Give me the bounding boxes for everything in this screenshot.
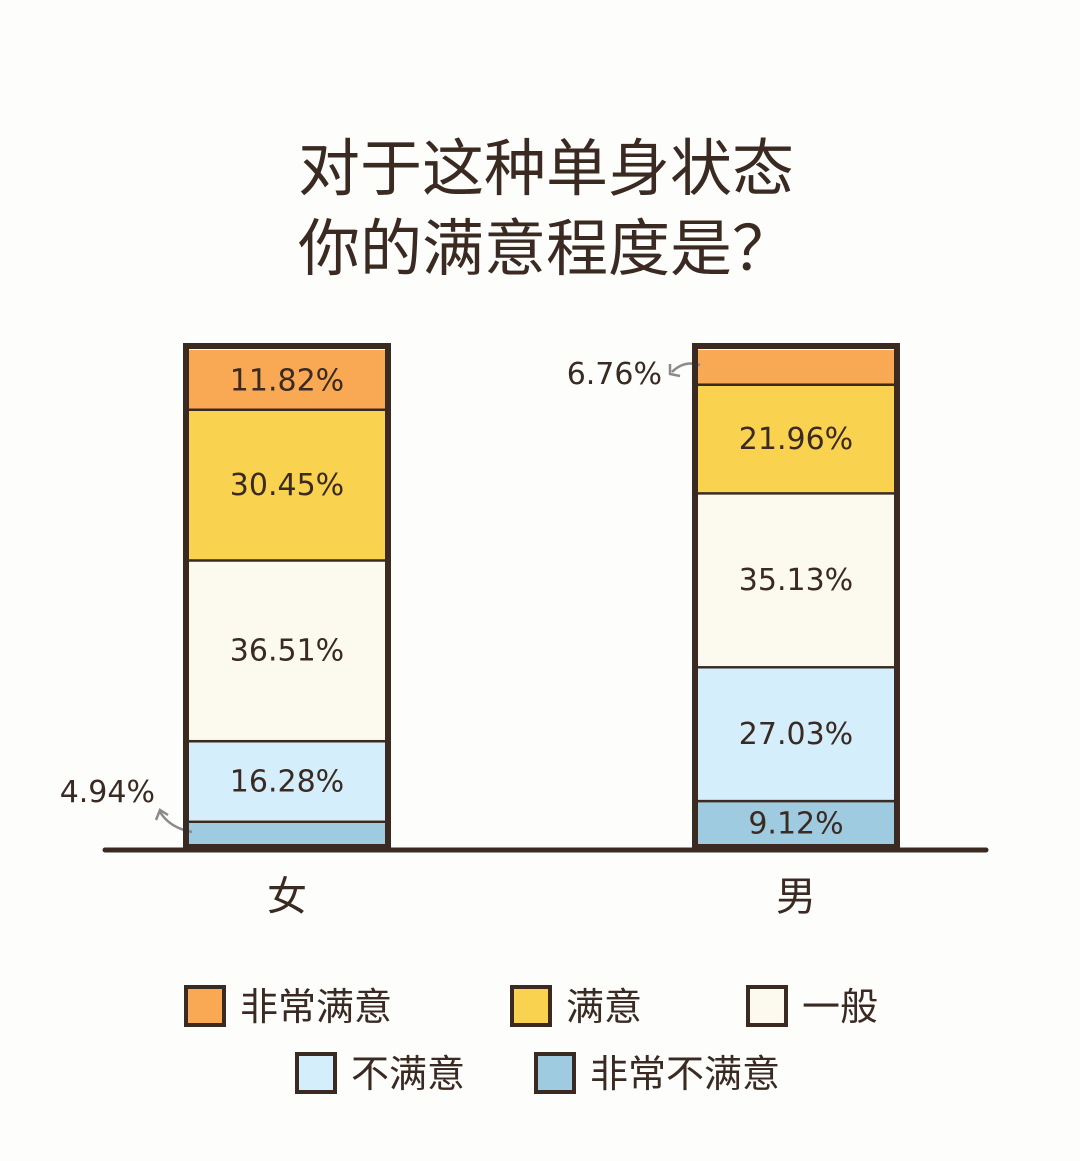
legend-item: 不满意 (295, 1052, 465, 1096)
legend-item: 非常不满意 (534, 1052, 780, 1096)
bar-outline (692, 343, 900, 850)
legend-swatch (184, 985, 226, 1027)
legend-swatch (534, 1052, 576, 1094)
bar-segment-female-5 (188, 350, 386, 409)
chart-title-line-2: 你的满意程度是？ (298, 212, 794, 285)
stacked-bars: 4.94% 16.28% 36.51% 30.45% 11.82% 9.12% 27.03%… (60, 343, 900, 850)
bar-segment-female-1 (188, 820, 386, 845)
bar-segment-male-2 (697, 666, 895, 800)
data-label-outside: 4.94% (60, 775, 155, 810)
callout-arrowhead (668, 364, 681, 378)
data-label: 35.13% (739, 563, 853, 598)
data-label: 16.28% (230, 764, 344, 799)
bar-segment-female-4 (188, 408, 386, 560)
data-label: 27.03% (739, 717, 853, 752)
category-labels: 女男 (267, 874, 816, 920)
bar-outline (183, 343, 391, 850)
legend-item: 非常满意 (184, 985, 392, 1029)
data-label: 9.12% (748, 806, 843, 841)
callout-arrowhead (154, 808, 169, 821)
bar-segment-male-5 (697, 350, 895, 384)
legend-label: 一般 (802, 985, 878, 1029)
data-label: 21.96% (739, 422, 853, 457)
bar-segment-female-3 (188, 559, 386, 740)
legend-label: 不满意 (351, 1052, 465, 1096)
data-label: 11.82% (230, 363, 344, 398)
legend-item: 满意 (510, 985, 642, 1029)
legend-swatch (746, 985, 788, 1027)
legend-item: 一般 (746, 985, 878, 1029)
chart-title-line-1: 对于这种单身状态 (298, 132, 794, 205)
bar-segment-female-2 (188, 739, 386, 821)
data-label-outside: 6.76% (567, 357, 662, 392)
bar-segment-male-4 (697, 383, 895, 493)
legend-label: 非常满意 (240, 985, 392, 1029)
bar-segment-male-1 (697, 799, 895, 845)
category-label: 男 (776, 874, 816, 920)
category-label: 女 (267, 874, 307, 920)
legend-label: 满意 (566, 985, 642, 1029)
legend-swatch (295, 1052, 337, 1094)
data-label: 30.45% (230, 468, 344, 503)
bar-segment-male-3 (697, 492, 895, 667)
legend-swatch (510, 985, 552, 1027)
legend-label: 非常不满意 (590, 1052, 780, 1096)
data-label: 36.51% (230, 634, 344, 669)
